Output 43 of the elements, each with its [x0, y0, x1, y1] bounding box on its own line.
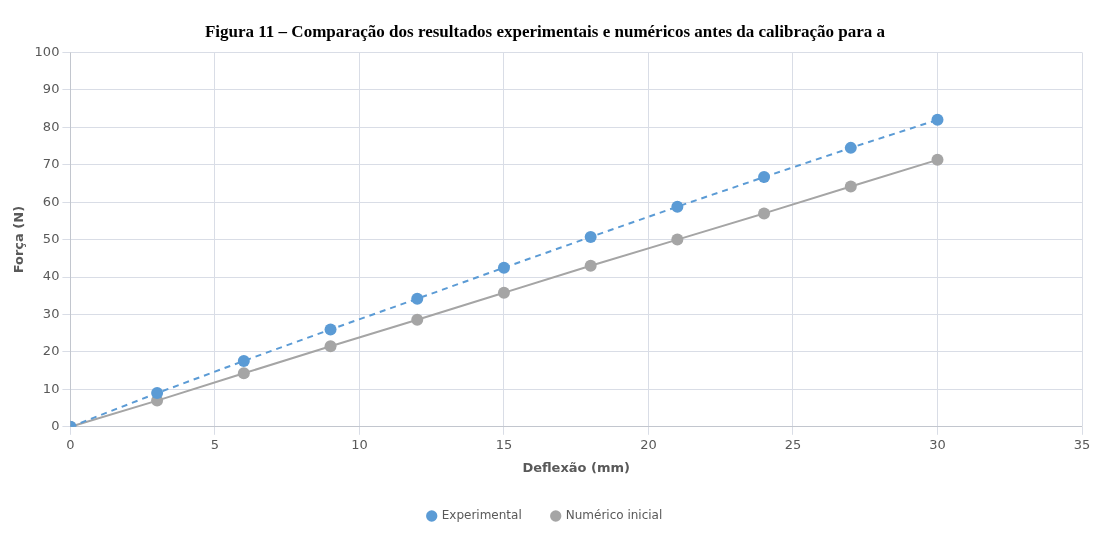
x-tick-label: 15 [495, 436, 513, 452]
point [584, 230, 597, 243]
point [671, 200, 684, 213]
x-tick-label: 35 [1073, 436, 1091, 452]
point [324, 323, 337, 336]
y-tick-label: 60 [42, 193, 60, 209]
y-axis-title: Força (N) [11, 205, 27, 274]
point [671, 233, 684, 246]
y-tick-label: 100 [34, 43, 60, 59]
point [931, 153, 944, 166]
point [151, 387, 164, 400]
point [758, 207, 771, 220]
x-tick-label: 5 [210, 436, 220, 452]
y-tick-label: 80 [42, 118, 60, 134]
x-axis-title: Deflexão (mm) [522, 459, 631, 475]
chart-title: Figura 11 – Comparação dos resultados experimentais e numéricos antes da calibração para a [204, 21, 886, 41]
point [324, 340, 337, 353]
point [584, 259, 597, 272]
point [237, 354, 250, 367]
y-tick-label: 70 [42, 156, 60, 172]
x-tick-label: 10 [351, 436, 368, 452]
y-tick-label: 40 [42, 268, 60, 284]
point [844, 180, 857, 193]
y-tick-label: 20 [42, 343, 60, 359]
point [497, 261, 510, 274]
legend-label: Numérico inicial [565, 508, 663, 523]
y-tick-label: 90 [42, 81, 60, 97]
point [844, 141, 857, 154]
y-tick-label: 0 [51, 418, 60, 434]
point [758, 171, 771, 184]
x-tick-label: 30 [929, 436, 946, 452]
point [931, 113, 944, 126]
point [411, 313, 424, 326]
point [411, 292, 424, 305]
point [237, 367, 250, 380]
legend-label: Experimental [441, 508, 522, 523]
x-tick-label: 0 [66, 436, 75, 452]
y-tick-label: 50 [42, 230, 60, 246]
point [497, 286, 510, 299]
y-tick-label: 30 [42, 305, 60, 321]
y-tick-label: 10 [42, 380, 60, 396]
x-tick-label: 20 [640, 436, 657, 452]
x-tick-label: 25 [784, 436, 802, 452]
